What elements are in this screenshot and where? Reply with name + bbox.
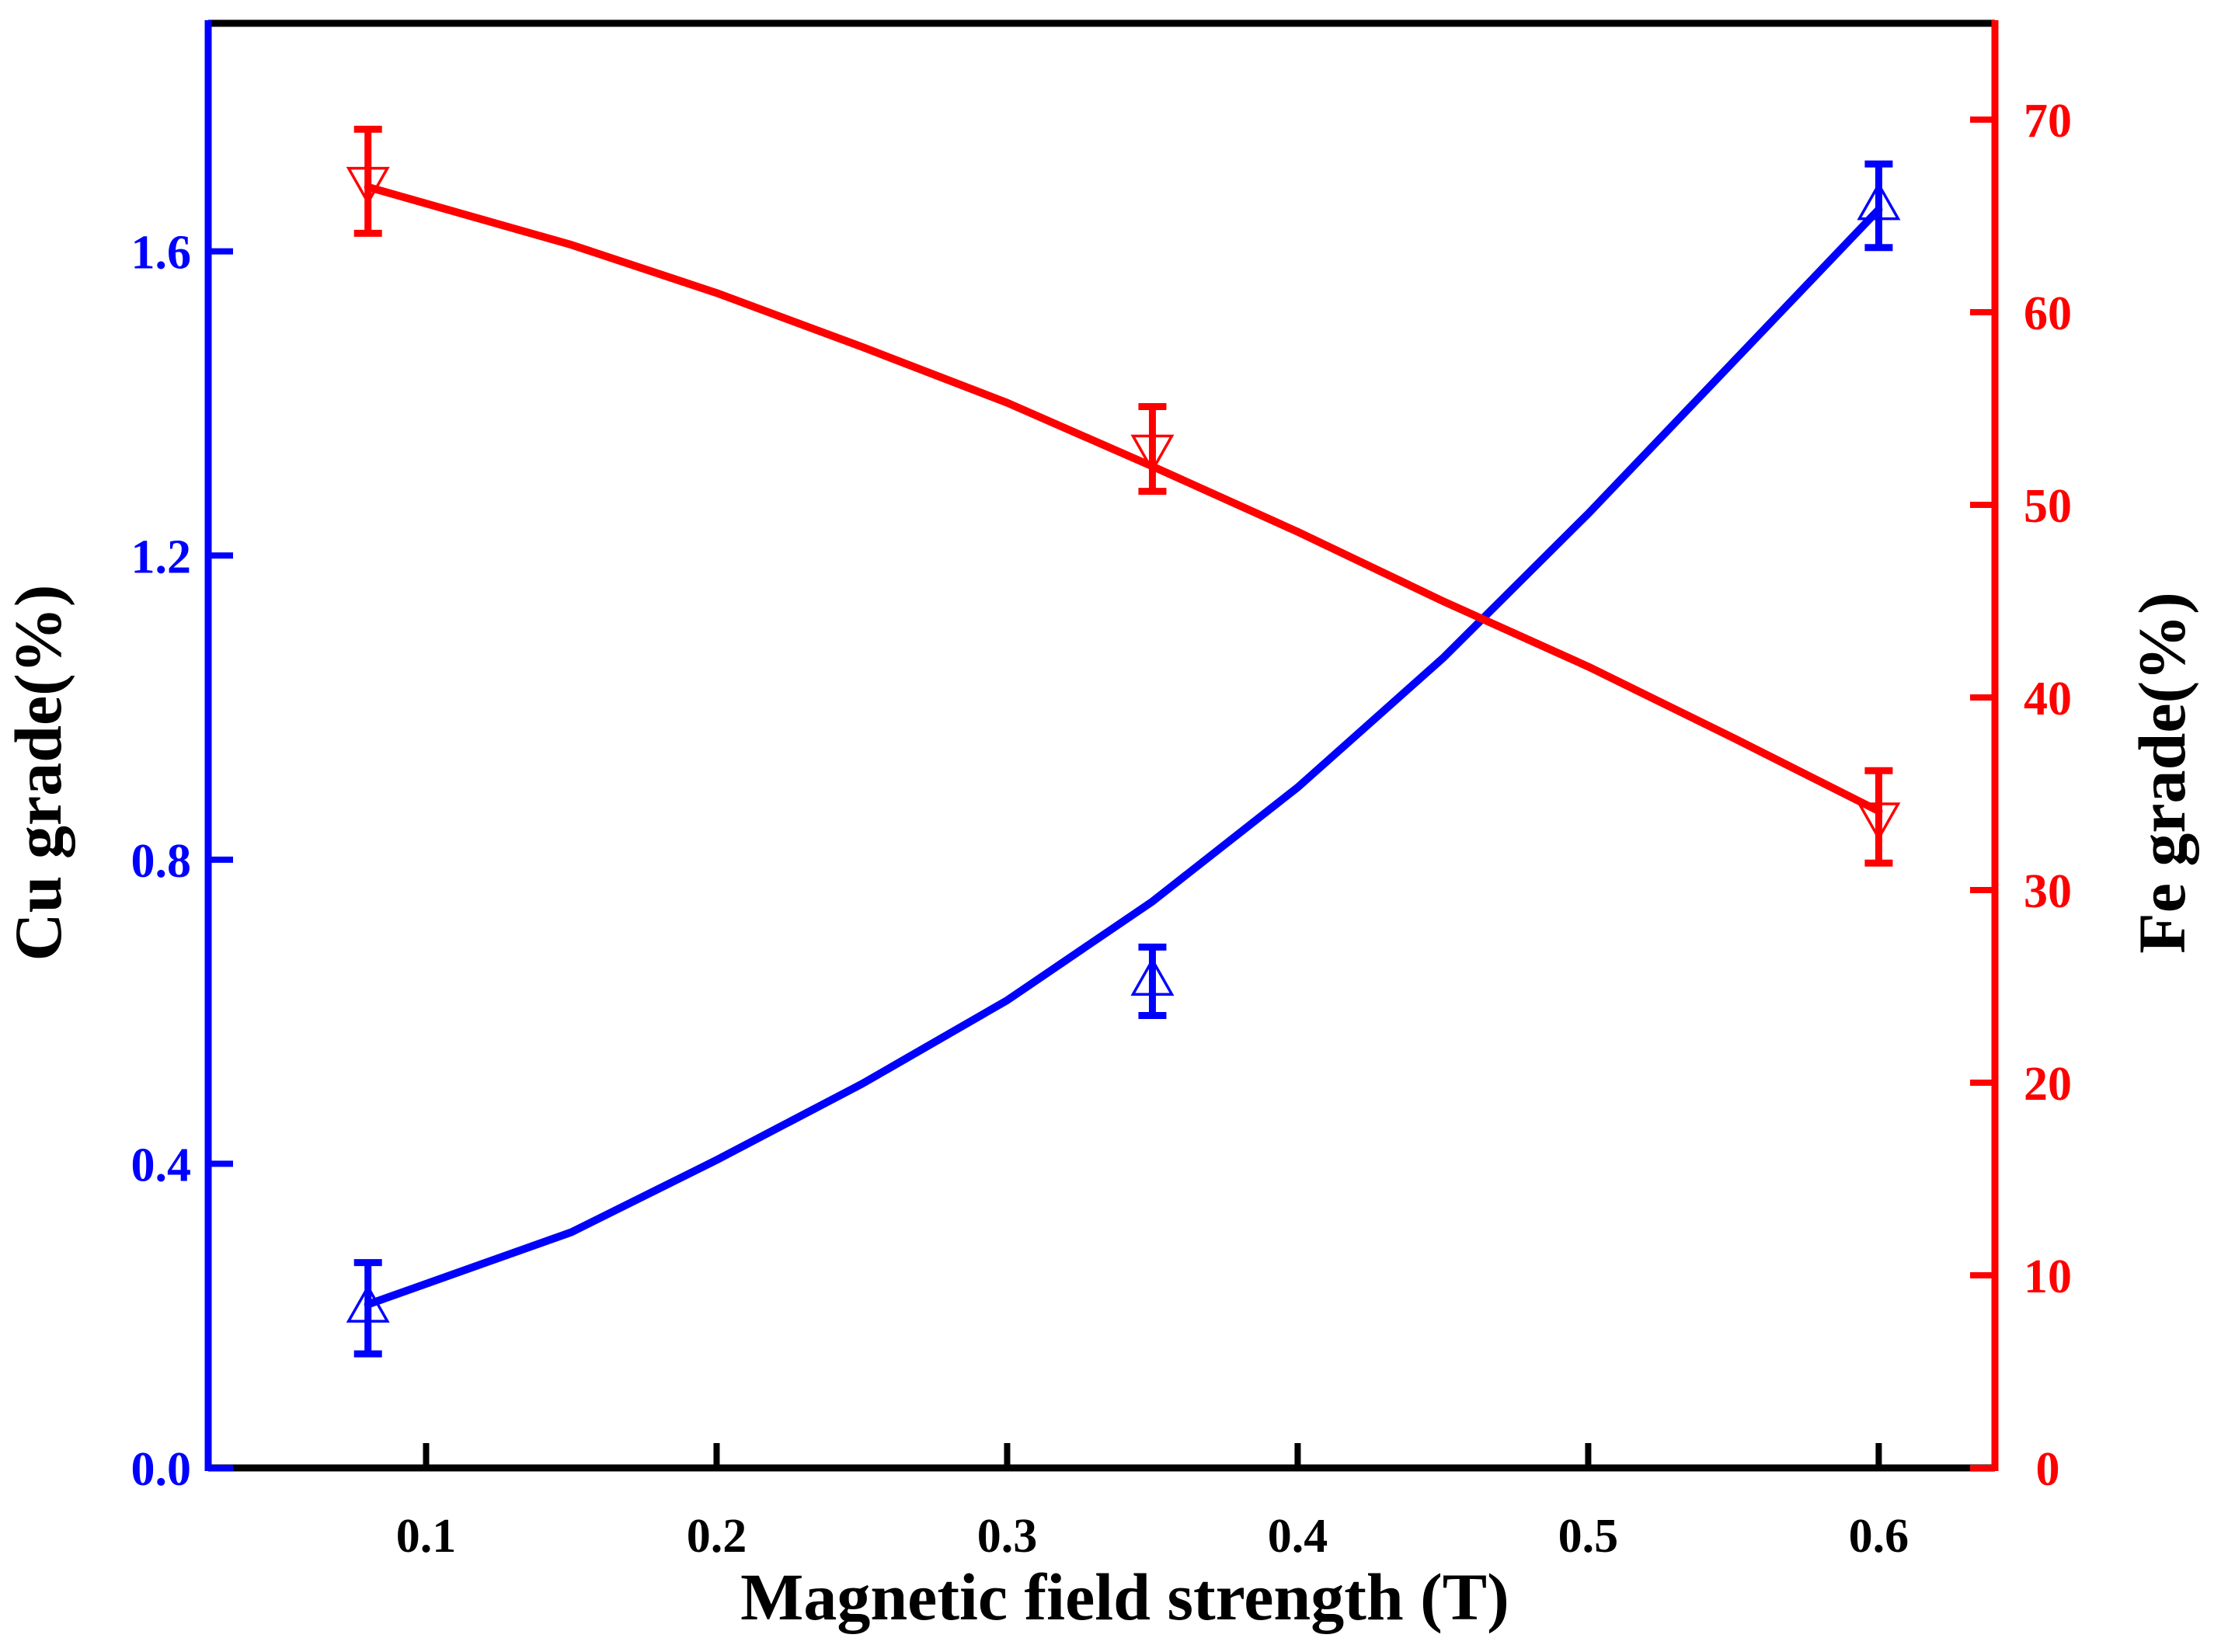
x-tick-label-2: 0.3 (977, 1510, 1038, 1563)
x-tick-label-3: 0.4 (1268, 1510, 1328, 1563)
fe-grade-point-0 (346, 125, 390, 237)
cu-grade-point-1 (1130, 943, 1175, 1020)
fe-grade-point-1 (1130, 403, 1175, 496)
right-y-tick-label-5: 50 (2024, 480, 2072, 533)
tick-labels: 0.1 0.2 0.3 0.4 0.5 0.6 0.0 0.4 0.8 1.2 1.6 0 10 20 30… (131, 95, 2073, 1563)
right-y-tick-label-6: 60 (2024, 287, 2072, 340)
axes (204, 19, 1999, 1472)
right-y-axis-title: Fe grade(%) (2125, 592, 2199, 954)
right-y-tick-label-7: 70 (2024, 95, 2072, 148)
cu-grade-marker-1 (1130, 957, 1175, 996)
left-y-tick-label-4: 1.6 (131, 227, 192, 280)
x-tick-label-1: 0.2 (687, 1510, 747, 1563)
fe-grade-point-2 (1857, 767, 1901, 867)
right-y-tick-label-0: 0 (2036, 1443, 2060, 1496)
left-y-tick-label-0: 0.0 (131, 1443, 192, 1496)
fe-grade-fit-line (364, 183, 1883, 816)
right-y-tick-label-1: 10 (2024, 1250, 2072, 1303)
cu-grade-marker-0 (346, 1284, 390, 1323)
left-y-tick-label-3: 1.2 (131, 530, 192, 583)
x-tick-label-4: 0.5 (1558, 1510, 1619, 1563)
fe-grade-marker-1 (1130, 434, 1175, 473)
cu-grade-point-2 (1857, 160, 1901, 252)
x-axis-title: Magnetic field strength (T) (740, 1560, 1509, 1634)
cu-grade-point-0 (346, 1259, 390, 1358)
left-y-tick-label-2: 0.8 (131, 835, 192, 888)
left-y-axis-title: Cu grade(%) (1, 585, 75, 962)
fit-curves (364, 183, 1883, 1309)
fe-grade-marker-0 (346, 166, 390, 206)
right-y-tick-label-3: 30 (2024, 865, 2072, 918)
x-tick-label-5: 0.6 (1849, 1510, 1909, 1563)
right-y-tick-label-2: 20 (2024, 1058, 2072, 1111)
fe-grade-marker-2 (1857, 802, 1901, 841)
right-y-tick-label-4: 40 (2024, 673, 2072, 725)
data-markers (346, 125, 1901, 1358)
cu-grade-fit-line (364, 205, 1883, 1309)
cu-grade-marker-2 (1857, 182, 1901, 221)
x-tick-label-0: 0.1 (396, 1510, 457, 1563)
left-y-tick-label-1: 0.4 (131, 1139, 192, 1191)
